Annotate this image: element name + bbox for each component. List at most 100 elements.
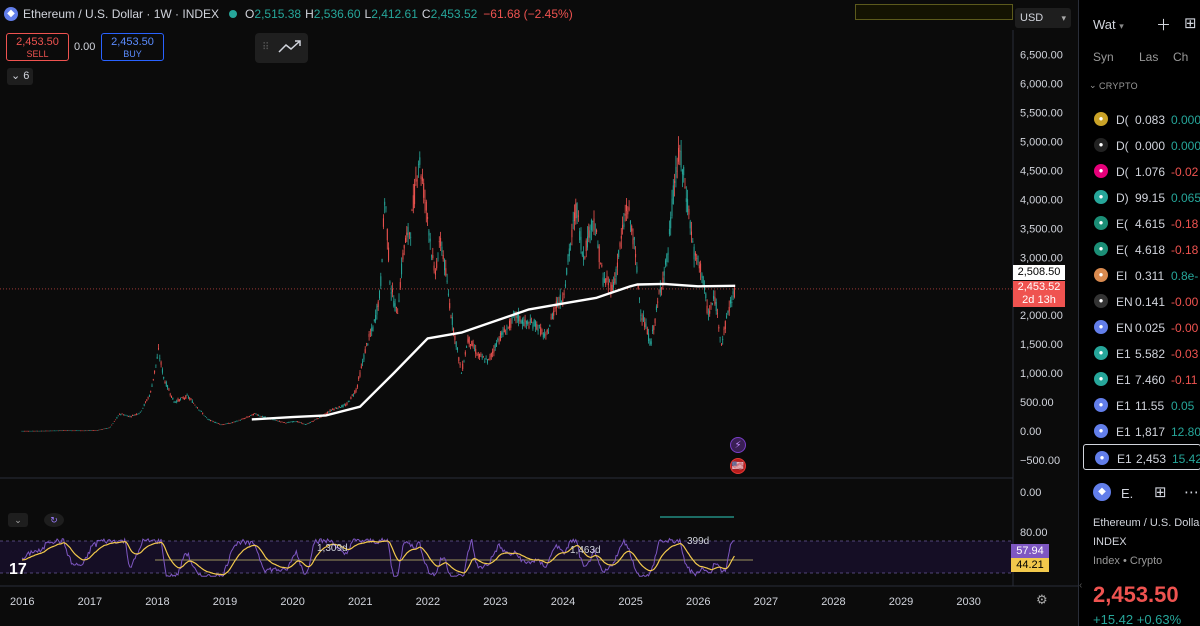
rsi-refresh-icon[interactable]: ↻ [44,513,64,527]
time-tick-label: 2021 [348,596,372,608]
drag-handle-icon[interactable]: ⠿ [262,42,270,53]
candle-body [535,321,536,327]
candle-body [606,276,608,280]
watchlist-row[interactable]: ● EN 0.025 -0.00 [1083,314,1200,340]
candle-body [718,326,720,329]
candle-body [206,417,208,419]
candle-body [51,430,53,432]
candle-body [310,422,312,423]
details-change: +15.42 +0.63% [1093,612,1182,626]
watchlist-row[interactable]: ● D(0.083 0.000 [1083,106,1200,132]
add-symbol-icon[interactable]: ＋ [1156,17,1172,34]
candle-body [189,398,191,400]
grid-view-icon[interactable]: ⊞ [1154,484,1167,501]
panel-resize-handle[interactable]: ‹ [1079,580,1083,591]
watchlist-row[interactable]: ● E1 7.460 -0.11 [1083,366,1200,392]
advanced-view-icon[interactable]: ⊞ [1184,15,1197,32]
watchlist-symbol: EN [1116,295,1133,309]
watchlist-title[interactable]: Wat ▾ [1093,17,1124,32]
candle-body [304,424,306,425]
sma-line [251,282,736,421]
candle-body [273,419,275,421]
watchlist-last: 0.000 [1135,139,1166,153]
candle-body [167,385,169,389]
candle-body [351,394,353,396]
flash-event-icon[interactable]: ⚡ [730,437,746,453]
candle-body [650,341,652,345]
coin-icon: ● [1094,424,1108,438]
coin-icon: ● [1094,138,1108,152]
watchlist-row[interactable]: ● E1 5.582 -0.03 [1083,340,1200,366]
rsi-collapse-button[interactable]: ⌄ [8,513,28,527]
coin-icon: ● [1094,294,1108,308]
indicators-toggle[interactable]: ⌄ 6 [7,68,33,85]
candle-body [176,400,178,403]
candle-body [142,407,144,409]
candle-body [585,240,587,252]
last-price-tag: 2,453.52 2d 13h [1013,281,1065,307]
watchlist-row[interactable]: ● D) 99.15 0.065 [1083,184,1200,210]
candle-body [579,231,581,241]
watchlist-section-crypto[interactable]: ⌄ CRYPTO [1089,80,1138,91]
column-symbol[interactable]: Syn [1093,50,1114,64]
candle-body [202,413,204,415]
candle-body [54,430,55,432]
candle-body [401,263,403,275]
watchlist-row[interactable]: ● E1 1,817 12.80 [1083,418,1200,444]
watchlist-symbol: EN [1116,321,1133,335]
candle-body [141,410,143,412]
watchlist-last: 1.076 [1135,165,1166,179]
trend-line-icon[interactable] [278,39,302,55]
candle-body [598,246,600,263]
candle-body [384,201,386,206]
candle-body [446,280,448,282]
column-change[interactable]: Ch [1173,50,1189,64]
candle-body [705,293,707,299]
candle-body [106,428,107,429]
ohlc-label: H [305,7,314,21]
candle-body [47,430,49,432]
column-last[interactable]: Las [1139,50,1159,64]
candle-body [641,318,643,320]
time-tick-label: 2023 [483,596,507,608]
candle-body [199,410,201,412]
alert-strip[interactable] [855,4,1013,20]
candle-body [684,186,686,189]
symbol-title[interactable]: Ethereum / U.S. Dollar · 1W · INDEX [23,7,220,21]
gear-icon[interactable]: ⚙ [1036,592,1048,607]
sell-button[interactable]: 2,453.50 SELL [6,33,69,61]
candle-body [385,207,387,209]
watchlist-row[interactable]: ● E1 11.55 0.05 [1083,392,1200,418]
price-chart[interactable]: 6,500.00 6,000.00 5,500.00 5,000.00 4,500.00… [0,0,1078,626]
buy-button[interactable]: 2,453.50 BUY [101,33,164,61]
watchlist-row[interactable]: ● E1 2,453 15.42 [1083,444,1200,470]
candle-body [133,415,135,416]
candle-body [29,430,31,432]
watchlist-row[interactable]: ● E(4.615 -0.18 [1083,210,1200,236]
candle-body [405,238,406,243]
candle-body [575,203,577,219]
time-tick-label: 2019 [213,596,237,608]
currency-select[interactable]: USD ▾ [1015,8,1071,28]
watchlist-row[interactable]: ● E(4.618 -0.18 [1083,236,1200,262]
us-flag-event-icon[interactable]: 🇺🇸 [730,458,746,474]
watchlist-row[interactable]: ● EN 0.141 -0.00 [1083,288,1200,314]
watchlist-row[interactable]: ● D(1.076 -0.02 [1083,158,1200,184]
candle-body [290,421,292,423]
candle-body [661,287,663,290]
watchlist-row[interactable]: ● D(0.000 0.000 [1083,132,1200,158]
drawing-toolbar[interactable]: ⠿ [255,33,308,63]
more-options-icon[interactable]: ⋯ [1184,484,1199,501]
candle-body [223,424,224,425]
candle-body [163,376,165,379]
chart-area[interactable]: 6,500.00 6,000.00 5,500.00 5,000.00 4,500.00… [0,0,1078,626]
candle-body [278,421,280,422]
candle-body [155,364,157,366]
watchlist-row[interactable]: ● EI 0.311 0.8e- [1083,262,1200,288]
candle-body [609,280,611,282]
details-symbol[interactable]: E. [1121,486,1134,501]
candle-body [486,359,488,363]
candle-body [626,204,627,212]
symbol-header: ◆ Ethereum / U.S. Dollar · 1W · INDEX O2… [4,7,573,21]
candle-body [126,415,128,417]
